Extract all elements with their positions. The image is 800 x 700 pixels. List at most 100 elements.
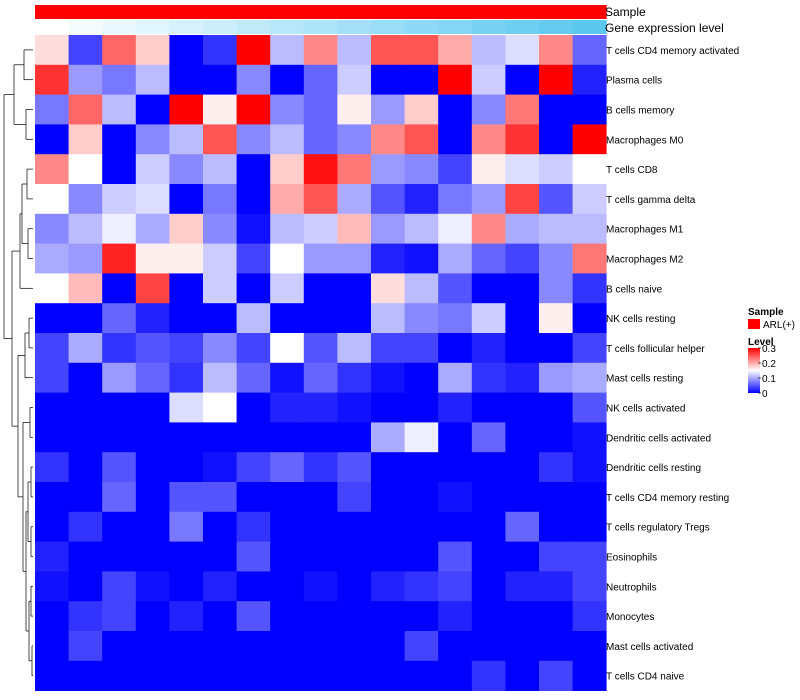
heatmap-cell xyxy=(371,452,405,483)
heatmap-cell xyxy=(337,273,372,304)
heatmap-cell xyxy=(35,452,69,483)
heatmap-cell xyxy=(337,452,372,483)
heatmap-cell xyxy=(438,660,473,691)
heatmap-cell xyxy=(203,482,237,513)
heatmap-cell xyxy=(371,511,405,542)
heatmap-cell xyxy=(35,184,69,215)
heatmap-cell xyxy=(539,392,573,423)
heatmap-cell xyxy=(572,333,607,364)
heatmap-cell xyxy=(371,35,405,66)
heatmap-cell xyxy=(404,184,439,215)
heatmap-cell xyxy=(169,452,204,483)
heatmap-cell xyxy=(404,571,439,602)
heatmap-cell xyxy=(438,273,473,304)
heatmap-cell xyxy=(102,422,137,453)
heatmap-cell xyxy=(539,511,573,542)
heatmap-cell xyxy=(102,541,137,572)
heatmap-cell xyxy=(337,631,372,662)
heatmap-cell xyxy=(505,452,540,483)
heatmap-cell xyxy=(68,660,103,691)
heatmap-cell xyxy=(303,273,338,304)
heatmap-cell xyxy=(303,541,338,572)
heatmap-cell xyxy=(404,124,439,155)
legend-tick-label: 0 xyxy=(762,389,768,400)
heatmap-cell xyxy=(572,35,607,66)
heatmap-cell xyxy=(471,273,506,304)
expression-track-cell xyxy=(471,20,506,34)
heatmap-cell xyxy=(236,154,271,185)
expression-track-cell xyxy=(236,20,271,34)
heatmap-cell xyxy=(102,362,137,393)
heatmap-cell xyxy=(35,35,69,66)
heatmap-cell xyxy=(35,273,69,304)
heatmap-cell xyxy=(572,243,607,274)
heatmap-cell xyxy=(337,333,372,364)
heatmap-cell xyxy=(539,35,573,66)
heatmap-cell xyxy=(35,362,69,393)
heatmap-cell xyxy=(169,362,204,393)
heatmap-cell xyxy=(35,333,69,364)
heatmap-cell xyxy=(539,273,573,304)
heatmap-cell xyxy=(303,422,338,453)
heatmap-cell xyxy=(471,511,506,542)
heatmap-cell xyxy=(572,452,607,483)
heatmap-cell xyxy=(270,35,305,66)
legend: Sample ARL(+) Level 0.3 0.2 0.1 0 xyxy=(748,307,795,400)
legend-sample-swatch xyxy=(748,319,760,329)
heatmap-cell xyxy=(539,243,573,274)
heatmap-cell xyxy=(35,482,69,513)
heatmap-cell xyxy=(203,362,237,393)
heatmap-cell xyxy=(270,333,305,364)
expression-track-cell xyxy=(270,20,305,34)
heatmap-cell xyxy=(438,362,473,393)
heatmap-cell xyxy=(169,184,204,215)
heatmap-cell xyxy=(169,154,204,185)
row-label: Mast cells resting xyxy=(606,374,683,385)
heatmap-cell xyxy=(303,124,338,155)
heatmap-cell xyxy=(505,571,540,602)
heatmap-cell xyxy=(471,333,506,364)
row-label: NK cells activated xyxy=(606,404,685,415)
heatmap-cell xyxy=(539,94,573,125)
heatmap-cell xyxy=(471,94,506,125)
heatmap-cell xyxy=(337,303,372,334)
heatmap-cell xyxy=(371,362,405,393)
row-label: Macrophages M1 xyxy=(606,225,684,236)
heatmap-cell xyxy=(371,571,405,602)
heatmap-cell xyxy=(102,94,137,125)
heatmap-cell xyxy=(471,482,506,513)
heatmap-cell xyxy=(539,601,573,632)
heatmap-cell xyxy=(135,601,170,632)
heatmap-cell xyxy=(303,571,338,602)
heatmap-cell xyxy=(169,333,204,364)
heatmap-cell xyxy=(404,35,439,66)
heatmap-cell xyxy=(68,303,103,334)
heatmap-cell xyxy=(102,213,137,244)
heatmap-cell xyxy=(371,273,405,304)
heatmap-cell xyxy=(102,154,137,185)
heatmap-cell xyxy=(270,64,305,95)
heatmap-cell xyxy=(371,422,405,453)
heatmap-cell xyxy=(236,541,271,572)
heatmap-cell xyxy=(337,35,372,66)
heatmap-cell xyxy=(539,452,573,483)
heatmap-cell xyxy=(102,482,137,513)
heatmap-cell xyxy=(505,631,540,662)
expression-track-cell xyxy=(337,20,372,34)
heatmap-cell xyxy=(236,64,271,95)
heatmap-cell xyxy=(337,184,372,215)
sample-track-cell xyxy=(35,5,70,19)
heatmap-cell xyxy=(539,213,573,244)
heatmap-cell xyxy=(572,571,607,602)
heatmap-cell xyxy=(236,124,271,155)
heatmap-cell xyxy=(169,94,204,125)
heatmap-cell xyxy=(572,601,607,632)
heatmap-cell xyxy=(270,660,305,691)
heatmap-cell xyxy=(236,482,271,513)
heatmap-cell xyxy=(236,362,271,393)
heatmap-cell xyxy=(135,452,170,483)
heatmap-cell xyxy=(169,541,204,572)
heatmap-cell xyxy=(102,333,137,364)
heatmap-cell xyxy=(471,571,506,602)
